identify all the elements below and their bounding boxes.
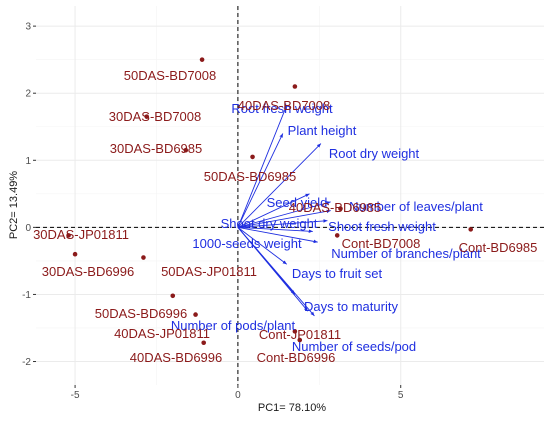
observation-point bbox=[170, 293, 176, 299]
variable-arrow bbox=[237, 133, 284, 228]
variable-arrow bbox=[237, 227, 309, 312]
observation-point bbox=[297, 337, 303, 343]
variable-arrow bbox=[237, 143, 322, 228]
observation-point bbox=[183, 147, 189, 153]
observation-point bbox=[468, 227, 474, 232]
variable-label: Seed yield bbox=[267, 195, 328, 210]
observation-label: Cont-JP01811 bbox=[259, 327, 341, 342]
observation-point bbox=[338, 206, 343, 211]
variable-label: Shoot dry weight bbox=[221, 216, 318, 231]
variable-arrow bbox=[237, 105, 288, 228]
observation-label: 50DAS-JP01811 bbox=[161, 264, 257, 279]
variable-label: Root fresh weight bbox=[231, 101, 333, 116]
observation-point bbox=[66, 233, 71, 238]
variable-label: 1000-seeds weight bbox=[192, 236, 302, 251]
observation-point bbox=[199, 57, 205, 62]
observation-point bbox=[141, 255, 146, 260]
y-tick-label: -1 bbox=[22, 290, 31, 301]
variable-arrow bbox=[237, 226, 318, 244]
observation-point bbox=[250, 154, 255, 160]
variable-label: Number of pods/plant bbox=[171, 318, 296, 333]
variable-label: Number of branches/plant bbox=[331, 246, 481, 261]
observation-label: 50DAS-BD6996 bbox=[95, 306, 188, 321]
observation-point bbox=[201, 340, 207, 346]
observation-point bbox=[334, 233, 340, 238]
variable-arrow bbox=[237, 226, 313, 233]
variable-label: Days to fruit set bbox=[292, 266, 383, 281]
y-tick-label: 0 bbox=[25, 223, 31, 234]
observation-points bbox=[66, 57, 474, 346]
variable-label: Number of seeds/pod bbox=[292, 339, 416, 354]
observation-label: 30DAS-BD6996 bbox=[42, 264, 135, 279]
variable-arrow bbox=[237, 227, 288, 265]
observation-label: 50DAS-BD6985 bbox=[204, 169, 297, 184]
observation-labels: 50DAS-BD7008 40DAS-BD7008 30DAS-BD7008 30DA… bbox=[33, 68, 537, 365]
y-tick-label: 3 bbox=[25, 22, 31, 33]
observation-label: 30DAS-BD7008 bbox=[109, 109, 202, 124]
x-axis-title: PC1= 78.10% bbox=[258, 402, 326, 414]
reference-lines bbox=[36, 6, 544, 385]
variable-label: Root dry weight bbox=[329, 146, 420, 161]
variable-arrow bbox=[237, 201, 331, 228]
variable-label: Plant height bbox=[288, 123, 357, 138]
variable-arrows bbox=[237, 105, 331, 317]
x-tick-label: 5 bbox=[398, 390, 404, 401]
variable-label: Shoot fresh weight bbox=[328, 219, 436, 234]
variable-label: Days to maturity bbox=[304, 299, 398, 314]
y-tick-label: 1 bbox=[25, 156, 31, 167]
observation-label: 50DAS-BD7008 bbox=[124, 68, 217, 83]
variable-labels: Root fresh weight Plant height Root dry we… bbox=[171, 101, 483, 354]
observation-label: 30DAS-BD6985 bbox=[110, 141, 203, 156]
axis-ticks: -5 0 5 -2 -1 0 1 2 3 bbox=[22, 22, 404, 401]
observation-label: 40DAS-JP01811 bbox=[114, 326, 210, 341]
variable-arrow bbox=[237, 209, 331, 228]
x-tick-label: -5 bbox=[71, 390, 80, 401]
observation-label: 40DAS-BD7008 bbox=[238, 98, 331, 113]
variable-label: Number of leaves/plant bbox=[349, 199, 483, 214]
observation-label: 40DAS-BD6996 bbox=[130, 350, 223, 365]
observation-point bbox=[292, 84, 298, 89]
observation-label: Cont-BD6996 bbox=[257, 350, 336, 365]
x-tick-label: 0 bbox=[235, 390, 241, 401]
observation-label: 40DAS-BD6985 bbox=[289, 200, 382, 215]
observation-point bbox=[144, 114, 150, 119]
observation-label: Cont-BD6985 bbox=[459, 240, 538, 255]
variable-arrow bbox=[237, 193, 310, 228]
observation-point bbox=[292, 329, 298, 334]
observation-label: Cont-BD7008 bbox=[342, 236, 421, 251]
observation-label: 30DAS-JP01811 bbox=[33, 227, 129, 242]
y-axis-title: PC2= 13.49% bbox=[8, 171, 20, 239]
variable-arrow bbox=[237, 219, 328, 228]
observation-point bbox=[193, 312, 198, 317]
observation-point bbox=[72, 251, 78, 257]
y-tick-label: -2 bbox=[22, 357, 31, 368]
y-tick-label: 2 bbox=[25, 89, 31, 100]
